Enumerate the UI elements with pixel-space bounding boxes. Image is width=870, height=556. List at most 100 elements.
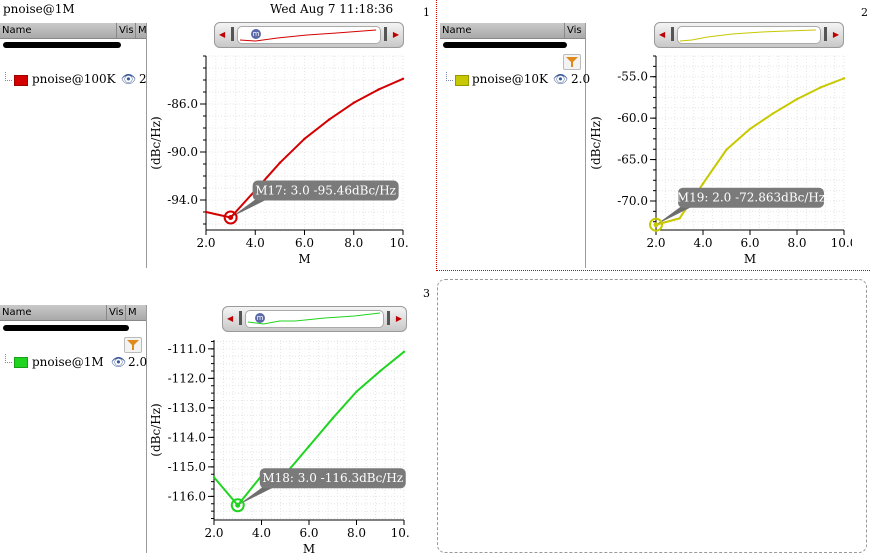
- legend-divider[interactable]: [146, 305, 147, 553]
- x-axis-title: M: [744, 252, 756, 266]
- tree-connector: [5, 354, 12, 363]
- window-title: pnoise@1M: [3, 2, 75, 16]
- x-tick-label: 8.0: [344, 236, 363, 250]
- y-tick-label: -111.0: [168, 342, 206, 356]
- eye-icon[interactable]: 👁: [111, 355, 127, 369]
- legend-trace-label[interactable]: pnoise@1M: [32, 355, 104, 369]
- marker-badge-icon[interactable]: m: [251, 29, 261, 39]
- y-tick-label: -94.0: [167, 193, 198, 207]
- marker-badge-icon[interactable]: m: [255, 313, 265, 323]
- y-tick-label: -86.0: [167, 97, 198, 111]
- scroll-left-icon[interactable]: ◀: [659, 30, 666, 39]
- legend-trace-label[interactable]: pnoise@100K: [32, 72, 116, 86]
- data-point: [307, 445, 311, 448]
- filter-icon: [127, 340, 139, 350]
- chart-panel-1[interactable]: 2.0 4.0 6.0 8.0 10.0 -94.0 -90.0 -86.0 M (dBc/Hz)…: [148, 48, 408, 270]
- y-axis-title: (dBc/Hz): [149, 116, 163, 169]
- scroll-left-icon[interactable]: ◀: [219, 30, 226, 39]
- scroll-right-icon[interactable]: ▶: [832, 30, 839, 39]
- tree-connector: [446, 72, 453, 81]
- y-tick-label: -116.0: [168, 489, 206, 503]
- legend-scrollbar[interactable]: [3, 325, 129, 331]
- trace-swatch: [455, 75, 469, 86]
- col-vis[interactable]: Vis: [567, 25, 582, 36]
- grip-handle-right[interactable]: [384, 27, 387, 41]
- data-point: [327, 118, 331, 121]
- x-tick-label: 6.0: [299, 526, 318, 540]
- y-tick-label: -112.0: [168, 371, 206, 385]
- chart-panel-3[interactable]: 2.0 4.0 6.0 8.0 10.0 -116.0 -115.0 -114.0 -113.0…: [148, 332, 410, 554]
- chart-panel-2[interactable]: 2.0 4.0 6.0 8.0 10.0 -70.0 -65.0 -60.0 -55.0 M (dB…: [588, 48, 852, 270]
- x-tick-label: 2.0: [204, 526, 223, 540]
- data-point: [355, 390, 358, 393]
- scroll-left-icon[interactable]: ◀: [227, 314, 234, 323]
- data-point: [212, 476, 216, 479]
- legend-scrollbar[interactable]: [443, 42, 567, 48]
- legend-header: Name Vis M: [0, 305, 147, 321]
- vis-value: 2: [139, 72, 147, 86]
- data-point: [795, 97, 799, 101]
- trace-swatch: [14, 357, 28, 368]
- legend-header: Name Vis M: [0, 23, 147, 39]
- grip-handle-left[interactable]: [231, 27, 234, 41]
- filter-button[interactable]: [563, 54, 581, 70]
- grip-handle-right[interactable]: [824, 27, 827, 41]
- y-tick-label: -60.0: [617, 111, 648, 125]
- data-point: [377, 88, 380, 91]
- grip-handle-left[interactable]: [671, 27, 674, 41]
- marker-tooltip: [678, 187, 824, 208]
- data-point: [352, 101, 355, 104]
- zoom-slider[interactable]: ◀ ▶: [654, 22, 844, 48]
- col-name[interactable]: Name: [2, 307, 32, 318]
- grip-handle-right[interactable]: [387, 311, 390, 325]
- marker-tooltip: [252, 180, 399, 201]
- filter-button[interactable]: [124, 337, 142, 353]
- scroll-right-icon[interactable]: ▶: [392, 30, 399, 39]
- data-point: [379, 369, 382, 373]
- legend-scrollbar[interactable]: [3, 42, 121, 48]
- col-m[interactable]: M: [128, 307, 137, 318]
- x-tick-label: 2.0: [646, 236, 665, 250]
- tree-connector: [5, 72, 12, 81]
- legend-divider[interactable]: [146, 23, 147, 268]
- col-vis[interactable]: Vis: [109, 307, 124, 318]
- eye-icon[interactable]: 👁: [553, 72, 569, 86]
- x-tick-label: 10.0: [391, 526, 410, 540]
- legend-divider[interactable]: [585, 23, 586, 268]
- y-tick-label: -114.0: [168, 430, 206, 444]
- x-tick-label: 6.0: [295, 236, 314, 250]
- x-tick-label: 4.0: [252, 526, 271, 540]
- y-tick-label: -55.0: [617, 70, 648, 84]
- zoom-slider[interactable]: ◀ m ▶: [222, 306, 407, 332]
- col-m[interactable]: M: [138, 25, 147, 36]
- y-tick-label: -115.0: [168, 460, 206, 474]
- col-name[interactable]: Name: [442, 25, 472, 36]
- marker-tooltip-text: M17: 3.0 -95.46dBc/Hz: [255, 184, 396, 198]
- vis-value: 2.0: [571, 72, 591, 86]
- x-tick-label: 4.0: [693, 236, 712, 250]
- eye-icon[interactable]: 👁: [121, 72, 137, 86]
- x-tick-label: 6.0: [740, 236, 759, 250]
- zoom-slider[interactable]: ◀ m ▶: [214, 22, 404, 48]
- scroll-right-icon[interactable]: ▶: [395, 314, 402, 323]
- x-axis-title: M: [303, 542, 315, 554]
- panel-number: 1: [423, 6, 430, 19]
- data-point: [678, 217, 681, 220]
- marker-dot: [235, 502, 241, 508]
- legend-trace-label[interactable]: pnoise@10K: [472, 72, 548, 86]
- marker-pointer: [230, 198, 269, 218]
- x-tick-label: 8.0: [347, 526, 366, 540]
- empty-subwindow[interactable]: [437, 279, 867, 553]
- marker-dot: [228, 215, 234, 221]
- marker-pointer: [656, 205, 694, 225]
- grip-handle-left[interactable]: [239, 311, 242, 325]
- marker-ring: [649, 217, 663, 232]
- col-name[interactable]: Name: [2, 25, 32, 36]
- col-vis[interactable]: Vis: [119, 25, 134, 36]
- slider-track: [237, 26, 381, 44]
- data-point: [748, 127, 752, 131]
- vis-value: 2.0: [128, 355, 148, 369]
- data-point: [725, 148, 728, 151]
- y-tick-label: -65.0: [617, 153, 648, 167]
- x-tick-label: 4.0: [246, 236, 265, 250]
